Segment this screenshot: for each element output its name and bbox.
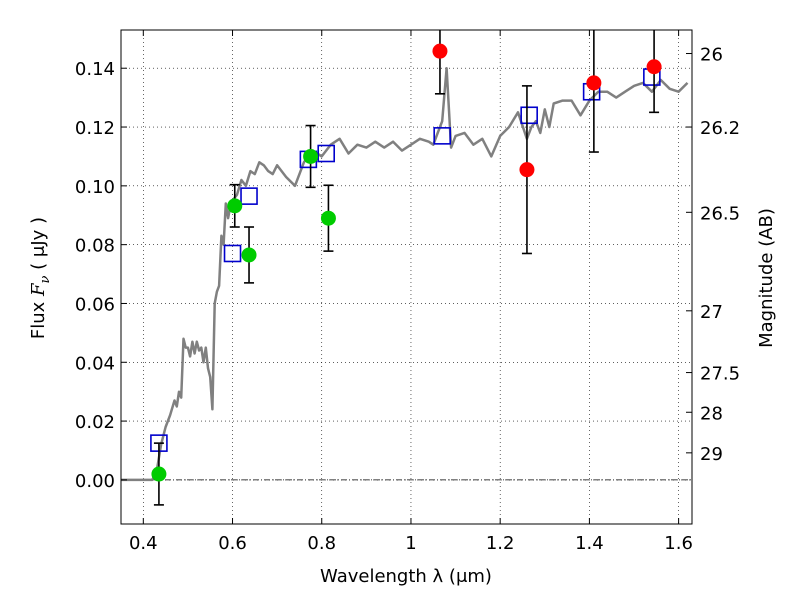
x-tick-label: 1 — [405, 533, 416, 554]
y-tick-label: 0.12 — [75, 118, 115, 139]
y-axis-title-math: F — [28, 282, 49, 297]
right-axis-title: Magnitude (AB) — [756, 208, 777, 348]
nir-observations-point — [646, 59, 662, 75]
optical-observations-point — [320, 210, 336, 226]
y-tick-labels: 0.00 0.02 0.04 0.06 0.08 0.10 0.12 0.14 — [75, 59, 115, 492]
optical-observations-point — [241, 247, 257, 263]
model-spectrum-line — [121, 66, 689, 482]
y-tick-label: 0.14 — [75, 59, 115, 80]
x-tick-label: 0.4 — [129, 533, 158, 554]
y-tick-label: 0.02 — [75, 412, 115, 433]
x-tick-label: 0.6 — [218, 533, 247, 554]
axis-ticks — [121, 30, 692, 524]
model-photometry-square — [317, 144, 336, 163]
right-tick-label: 29 — [700, 444, 723, 465]
y-axis-title-suffix: ( μJy ) — [28, 217, 49, 276]
x-tick-label: 1.2 — [486, 533, 515, 554]
nir-observations-point — [519, 162, 535, 178]
y-tick-label: 0.08 — [75, 236, 115, 257]
x-tick-label: 1.4 — [575, 533, 604, 554]
y-axis-title-prefix: Flux — [28, 296, 49, 339]
model-photometry-square — [433, 127, 451, 145]
y-tick-label: 0.10 — [75, 177, 115, 198]
right-tick-label: 26.2 — [700, 118, 740, 139]
optical-observations-point — [151, 466, 167, 482]
y-tick-label: 0.04 — [75, 353, 115, 374]
y-axis-title: Flux Fν ( μJy ) — [28, 217, 53, 339]
right-tick-label: 26.5 — [700, 203, 740, 224]
optical-observations-point — [227, 198, 243, 214]
grid — [121, 30, 692, 524]
model-photometry-square — [240, 187, 258, 205]
x-axis-title: Wavelength λ (μm) — [320, 566, 492, 587]
y-tick-label: 0.06 — [75, 294, 115, 315]
model-photometry-square — [520, 106, 538, 125]
y-axis-title-sub: ν — [38, 275, 53, 283]
nir-observations-point — [586, 75, 602, 91]
x-tick-label: 1.6 — [664, 533, 693, 554]
model-photometry-square — [223, 244, 242, 263]
y-tick-label: 0.00 — [75, 471, 115, 492]
optical-observations-point — [303, 148, 319, 164]
right-tick-label: 27 — [700, 302, 723, 323]
series-layer — [121, 30, 689, 506]
plot-frame — [120, 29, 693, 525]
x-tick-labels: 0.4 0.6 0.8 1 1.2 1.4 1.6 — [129, 533, 693, 554]
nir-observations-point — [432, 43, 448, 59]
x-tick-label: 0.8 — [307, 533, 336, 554]
right-tick-label: 28 — [700, 403, 723, 424]
right-tick-labels: 26 26.2 26.5 27 27.5 28 29 — [700, 45, 740, 465]
right-tick-label: 26 — [700, 45, 723, 66]
right-tick-label: 27.5 — [700, 364, 740, 385]
